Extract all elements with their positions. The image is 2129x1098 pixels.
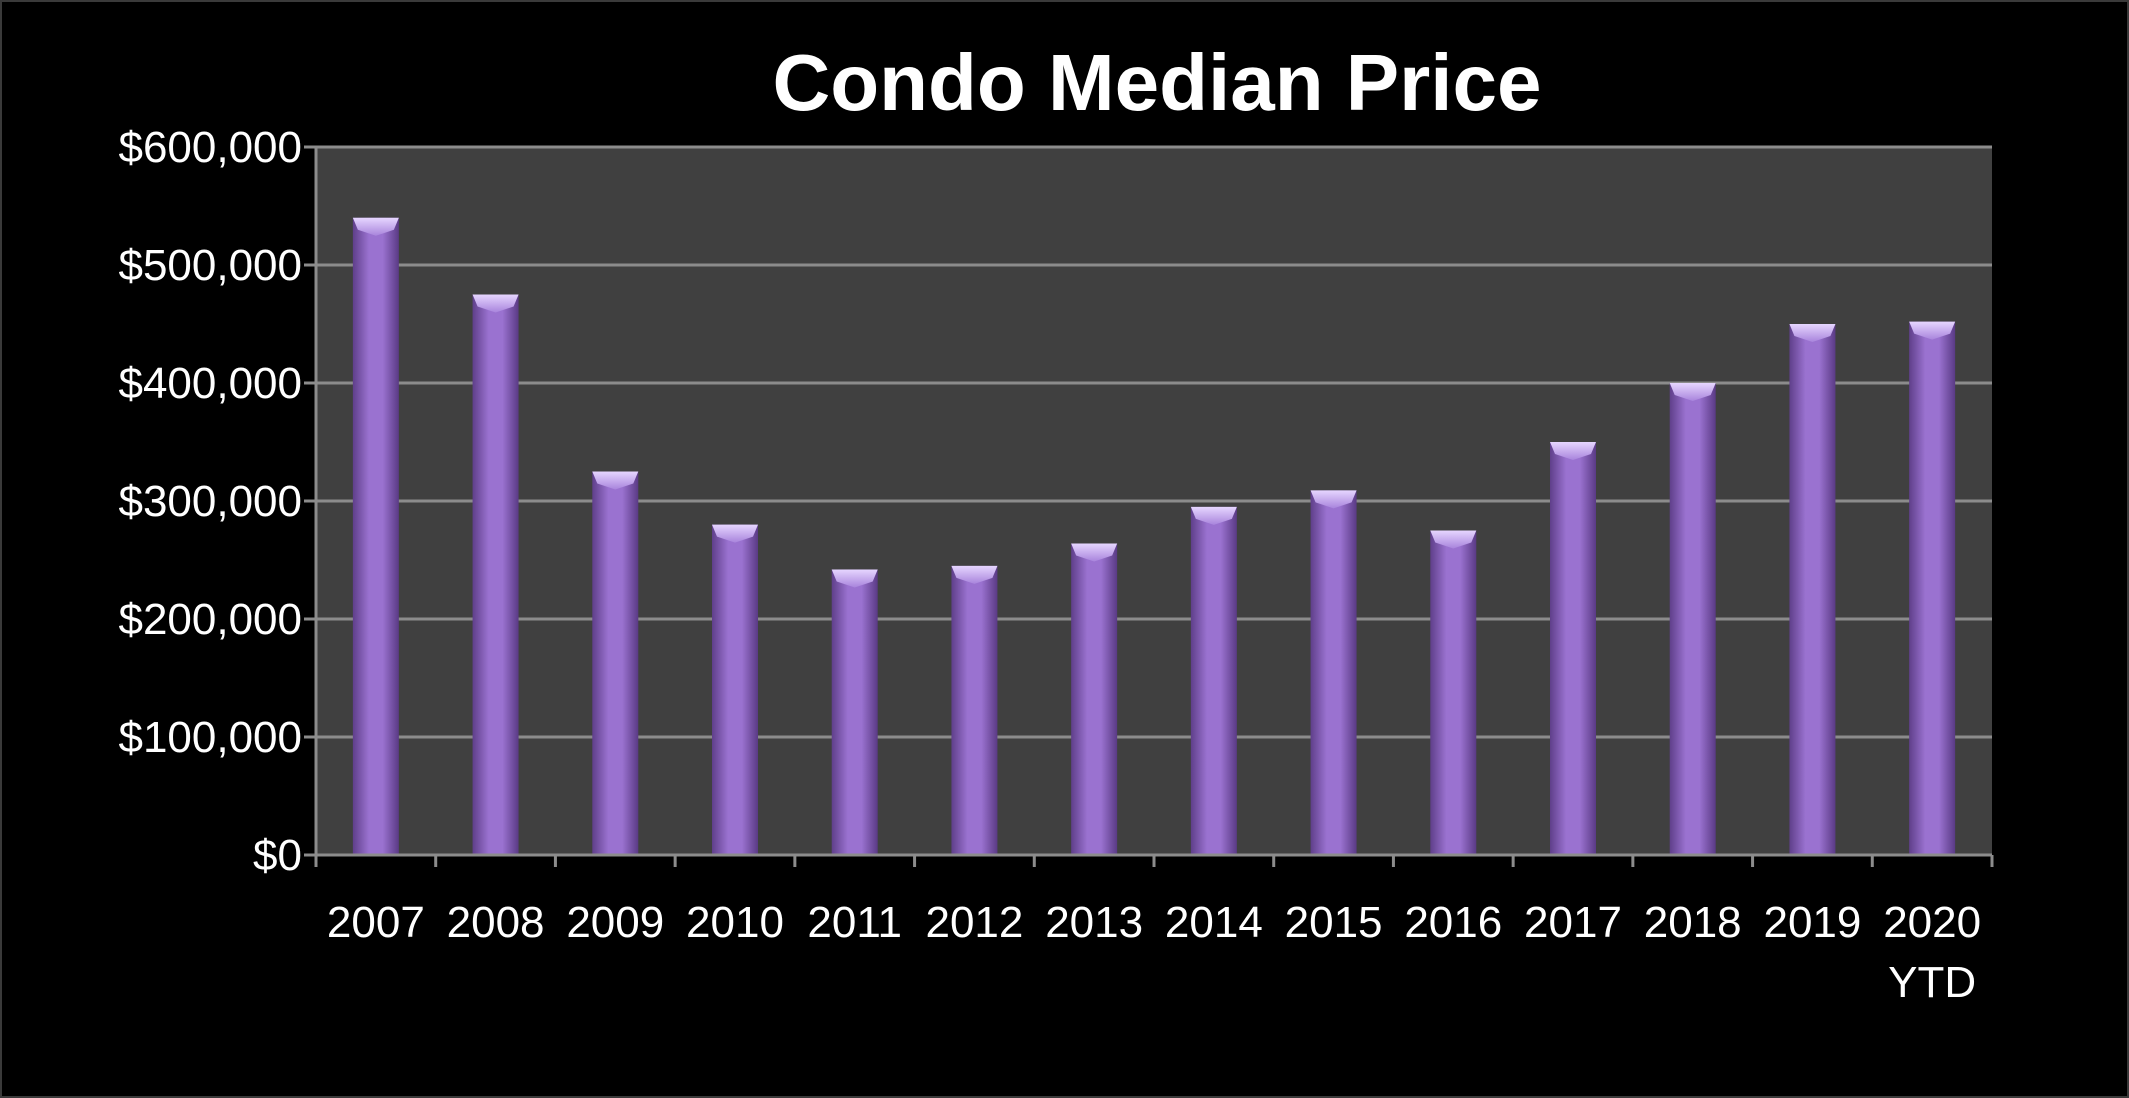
bar xyxy=(472,294,519,855)
bar-cap xyxy=(1310,490,1357,509)
x-tick-label: 2013 xyxy=(1045,898,1143,947)
x-tick-label: 2015 xyxy=(1285,898,1383,947)
x-tick-label-line: 2020 xyxy=(1883,898,1981,947)
bar-body xyxy=(712,524,758,855)
bar xyxy=(1430,530,1477,855)
bar-cap xyxy=(592,471,639,490)
bars xyxy=(352,217,1956,856)
bar-body xyxy=(831,569,878,855)
bar xyxy=(951,565,998,855)
bar-body xyxy=(1789,324,1836,855)
bar-cap xyxy=(1071,543,1118,562)
bar-cap xyxy=(951,565,998,584)
bar-body xyxy=(472,294,519,855)
bar xyxy=(1909,321,1956,855)
bar xyxy=(1550,442,1596,855)
x-tick-label-line: 2016 xyxy=(1404,898,1502,947)
x-tick-label: 2018 xyxy=(1644,898,1742,947)
x-tick-label-line: 2008 xyxy=(447,898,545,947)
bar-cap xyxy=(712,524,758,543)
x-tick-label-line: 2010 xyxy=(686,898,784,947)
x-tick-label: 2010 xyxy=(686,898,784,947)
bar-body xyxy=(1310,490,1357,855)
y-tick-label: $200,000 xyxy=(118,595,302,644)
bar-body xyxy=(951,565,998,855)
bar-cap xyxy=(1550,442,1596,460)
x-tick-label-line: 2019 xyxy=(1763,898,1861,947)
x-tick-label-line: 2015 xyxy=(1285,898,1383,947)
bar xyxy=(712,524,758,855)
bar-body xyxy=(1071,543,1118,855)
bar xyxy=(592,471,639,855)
bar-body xyxy=(1550,442,1596,855)
bar xyxy=(1190,506,1237,855)
y-tick-label: $400,000 xyxy=(118,359,302,408)
x-tick-label: 2014 xyxy=(1165,898,1263,947)
x-tick-label: 2007 xyxy=(327,898,425,947)
y-tick-label: $600,000 xyxy=(118,123,302,172)
bar xyxy=(1789,324,1836,855)
bar-body xyxy=(1190,506,1237,855)
x-tick-label: 2008 xyxy=(447,898,545,947)
chart-title: Condo Median Price xyxy=(773,38,1542,127)
bar-cap xyxy=(831,569,878,588)
bar-body xyxy=(1430,530,1477,855)
bar-cap xyxy=(1789,324,1836,342)
x-tick-label: 2019 xyxy=(1763,898,1861,947)
x-tick-label-line: 2012 xyxy=(925,898,1023,947)
bar-cap xyxy=(1909,321,1956,340)
x-tick-label-line: YTD xyxy=(1888,958,1976,1007)
bar-body xyxy=(352,217,399,856)
y-tick-label: $100,000 xyxy=(118,713,302,762)
x-tick-label: 2016 xyxy=(1404,898,1502,947)
bar xyxy=(1669,383,1716,855)
x-tick-label: 2012 xyxy=(925,898,1023,947)
bar-cap xyxy=(1669,383,1716,401)
x-tick-label-line: 2014 xyxy=(1165,898,1263,947)
bar-body xyxy=(1669,383,1716,855)
x-tick-label: 2009 xyxy=(566,898,664,947)
bar xyxy=(352,217,399,856)
x-tick-label-line: 2009 xyxy=(566,898,664,947)
bar-body xyxy=(1909,321,1956,855)
x-tick-label: 2020 YTD xyxy=(1883,898,1981,1007)
y-tick-label: $500,000 xyxy=(118,241,302,290)
x-axis-tick-labels: 2007 2008 2009 2010 2011 2012 2013 2014 2015 2016… xyxy=(327,898,1981,1007)
x-tick-label-line: 2017 xyxy=(1524,898,1622,947)
bar-body xyxy=(592,471,639,855)
bar-cap xyxy=(352,217,399,236)
bar-cap xyxy=(1430,530,1477,549)
x-tick-label-line: 2013 xyxy=(1045,898,1143,947)
y-axis-tick-labels: $0 $100,000 $200,000 $300,000 $400,000 $500,0… xyxy=(118,123,302,880)
bar xyxy=(831,569,878,855)
bar-cap xyxy=(1190,506,1237,525)
y-tick-label: $0 xyxy=(253,831,302,880)
x-tick-label-line: 2018 xyxy=(1644,898,1742,947)
x-tick-label: 2011 xyxy=(807,898,902,947)
bar xyxy=(1071,543,1118,855)
x-tick-label-line: 2007 xyxy=(327,898,425,947)
y-tick-label: $300,000 xyxy=(118,477,302,526)
x-tick-label: 2017 xyxy=(1524,898,1622,947)
axes xyxy=(314,147,1994,867)
bar xyxy=(1310,490,1357,855)
x-tick-label-line: 2011 xyxy=(807,898,902,947)
bar-cap xyxy=(472,294,519,313)
